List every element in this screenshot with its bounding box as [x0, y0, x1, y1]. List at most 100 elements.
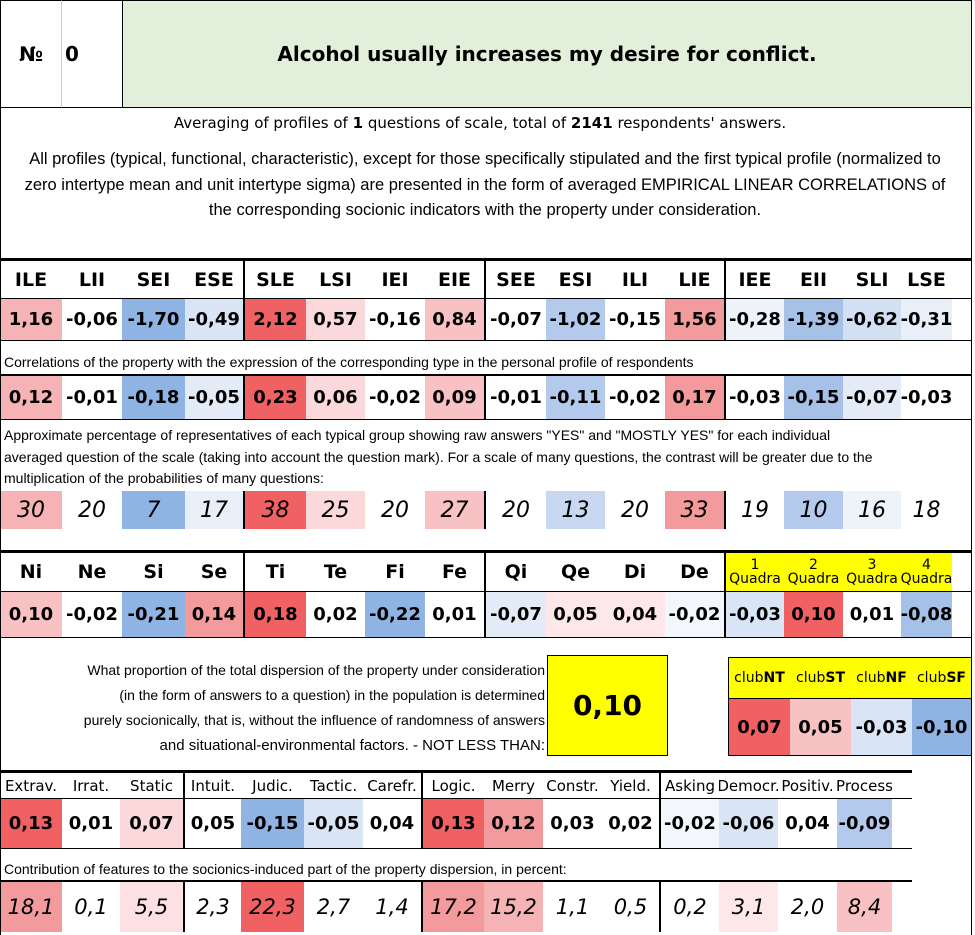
feature-contribution-8: 15,2 [484, 882, 543, 932]
function-label-11: De [680, 561, 709, 583]
type-percentage-8: 20 [484, 491, 546, 529]
type-label-2: SEI [136, 268, 171, 291]
type-percentage-15: 18 [901, 491, 952, 529]
feature-value-1: 0,01 [62, 799, 120, 848]
type-percentage-6: 20 [365, 491, 425, 529]
left-border [0, 0, 1, 935]
function-label-8: Qi [484, 553, 546, 591]
feature-value-0: 0,13 [0, 799, 62, 848]
club-label-0: clubNT [729, 658, 790, 698]
club-label-1: clubST [790, 658, 851, 698]
averaging-text-2: questions of scale, total of [363, 114, 571, 132]
number-cell: 0 [62, 0, 122, 108]
averaging-text-1: Averaging of profiles of [173, 114, 353, 132]
type-percentage-0: 30 [0, 491, 62, 529]
type-correlation-5: 0,06 [306, 376, 365, 419]
function-label-2: Si [143, 561, 164, 583]
feature-contribution-14: 8,4 [837, 882, 892, 932]
feature-label-0: Extrav. [4, 776, 58, 795]
type-percentage-1: 20 [62, 491, 122, 529]
feature-contribution-5: 2,7 [304, 882, 363, 932]
feature-value-10: 0,02 [602, 799, 659, 848]
quadra-number-1: 2 [809, 557, 818, 573]
respondent-count: 2141 [570, 114, 613, 132]
type-correlation-12: -0,03 [724, 376, 784, 419]
club-label-2: clubNF [851, 658, 912, 698]
type-normalized-1: -0,06 [62, 299, 122, 340]
quadra-value-1: 0,10 [784, 592, 843, 637]
type-normalized-11: 1,56 [665, 299, 724, 340]
feature-values-row: 0,13 0,01 0,07 0,05 -0,15 -0,05 0,04 0,13 0,12 0,… [0, 799, 912, 849]
type-label-3: ESE [194, 268, 234, 291]
type-correlation-3: -0,05 [185, 376, 243, 419]
feature-contribution-7: 17,2 [421, 882, 484, 932]
feature-contribution-11: 0,2 [659, 882, 719, 932]
dispersion-value: 0,10 [572, 689, 643, 722]
quadra-label-2: 3 Quadra [843, 553, 901, 591]
function-value-9: 0,05 [546, 592, 605, 637]
type-correlation-13: -0,15 [784, 376, 843, 419]
club-value-3: -0,10 [912, 699, 971, 755]
averaging-text-3: respondents' answers. [612, 114, 787, 132]
feature-label-1: Irrat. [72, 776, 110, 795]
type-label-4: SLE [243, 261, 306, 298]
feature-value-11: -0,02 [659, 799, 719, 848]
type-normalized-2: -1,70 [122, 299, 185, 340]
type-label-13: EII [799, 268, 828, 291]
club-value-1: 0,05 [790, 699, 851, 755]
type-correlation-11: 0,17 [665, 376, 724, 419]
function-label-7: Fe [441, 561, 468, 583]
feature-value-7: 0,13 [421, 799, 484, 848]
quadra-word-2: Quadra [846, 571, 898, 587]
type-correlation-6: -0,02 [365, 376, 425, 419]
feature-label-5: Tactic. [309, 776, 358, 795]
type-correlation-7: 0,09 [425, 376, 484, 419]
type-normalized-9: -1,02 [546, 299, 605, 340]
dispersion-line-3: purely socionically, that is, without th… [83, 712, 545, 728]
number-prefix-cell: № [0, 0, 62, 108]
type-percentage-13: 10 [784, 491, 843, 529]
club-values-row: 0,07 0,05 -0,03 -0,10 [728, 699, 972, 756]
club-suffix-1: ST [825, 670, 845, 686]
type-normalized-0: 1,16 [0, 299, 62, 340]
feature-contribution-9: 1,1 [543, 882, 602, 932]
dispersion-value-box: 0,10 [547, 655, 668, 756]
dispersion-line-1: What proportion of the total dispersion … [87, 662, 545, 678]
function-value-1: -0,02 [62, 592, 122, 637]
type-label-7: EIE [437, 268, 472, 291]
club-suffix-3: SF [946, 670, 966, 686]
feature-contribution-0: 18,1 [0, 882, 62, 932]
feature-label-10: Yield. [610, 776, 651, 795]
feature-contribution-1: 0,1 [62, 882, 120, 932]
feature-contributions-row: 18,1 0,1 5,5 2,3 22,3 2,7 1,4 17,2 15,2 1,1 0,5 0,2… [0, 880, 912, 932]
type-label-14: SLI [855, 268, 889, 291]
type-normalized-8: -0,07 [484, 299, 546, 340]
type-correlation-2: -0,18 [122, 376, 185, 419]
question-number: 0 [65, 42, 79, 66]
quadra-value-2: 0,01 [843, 592, 901, 637]
type-correlation-9: -0,11 [546, 376, 605, 419]
quadra-number-3: 4 [922, 557, 931, 573]
feature-value-13: 0,04 [778, 799, 837, 848]
feature-label-13: Positiv. [781, 776, 834, 795]
feature-value-9: 0,03 [543, 799, 602, 848]
type-label-10: ILI [621, 268, 649, 291]
quadra-value-3: -0,08 [901, 592, 952, 637]
type-percentage-12: 19 [724, 491, 784, 529]
number-prefix: № [18, 42, 44, 66]
type-percentage-4: 38 [243, 491, 306, 529]
function-label-6: Fi [385, 561, 405, 583]
feature-label-8: Merry [491, 776, 536, 795]
type-correlation-0: 0,12 [0, 376, 62, 419]
question-title-cell: Alcohol usually increases my desire for … [122, 0, 972, 108]
quadra-value-0: -0,03 [724, 592, 784, 637]
correlation-note: Correlations of the property with the ex… [4, 354, 694, 370]
feature-label-7: Logic. [421, 773, 484, 798]
percentage-note-2: averaged question of the scale (taking i… [4, 449, 873, 465]
feature-label-2: Static [130, 776, 173, 795]
percentage-note-3: multiplication of the probabilities of m… [4, 470, 324, 486]
function-value-11: -0,02 [665, 592, 724, 637]
function-labels-row: Ni Ne Si Se Ti Te Fi Fe Qi Qe Di De 1 Quadra 2 Quadra 3 Q… [0, 550, 972, 592]
type-normalized-14: -0,62 [843, 299, 901, 340]
club-labels-row: clubNT clubST clubNF clubSF [728, 657, 972, 699]
